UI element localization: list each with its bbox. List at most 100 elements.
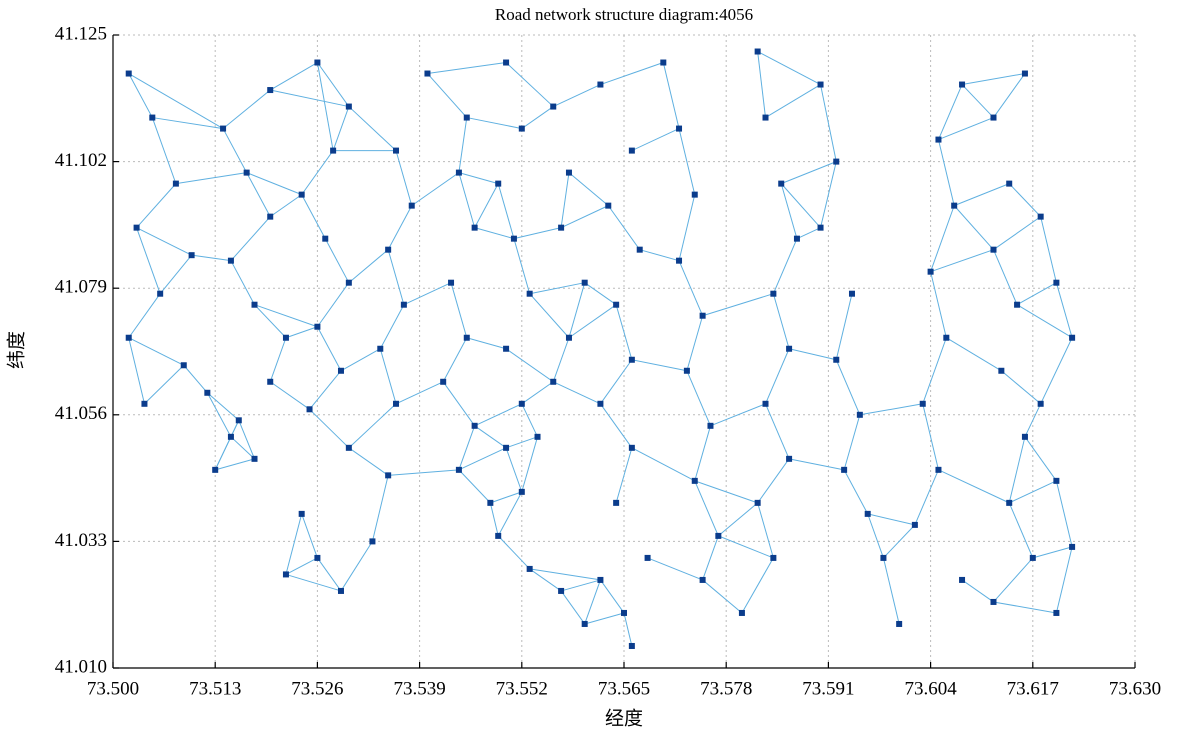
y-tick-label: 41.033 [55,530,107,551]
road-edge [631,447,695,482]
road-edge [316,326,342,372]
axes: 73.500 73.513 73.526 73.539 73.552 73.565 73.5… [55,23,1161,699]
road-node [188,252,195,259]
road-node [636,246,643,253]
road-node [518,400,525,407]
road-edge [270,89,349,108]
road-edge [403,282,452,306]
road-edge [1024,403,1042,438]
road-edge [772,238,798,294]
road-node [550,378,557,385]
road-edge [128,293,161,339]
road-node [243,169,250,176]
road-node [267,87,274,94]
road-edge [458,425,476,471]
road-edge [607,205,641,250]
road-node [833,356,840,363]
road-node [691,191,698,198]
road-edge [796,227,821,240]
road-edge [497,183,515,239]
road-node [204,389,211,396]
road-node [314,554,321,561]
road-edge [718,535,774,559]
road-edge [765,403,790,460]
road-edge [529,568,601,581]
road-edge [246,172,302,196]
road-node [817,81,824,88]
road-node [959,81,966,88]
road-edge [788,348,837,361]
road-edge [128,73,224,130]
road-node [503,59,510,66]
x-tick-label: 73.591 [802,678,854,699]
road-edge [1024,436,1057,482]
road-node [754,499,761,506]
road-edge [694,480,719,537]
x-tick-label: 73.526 [291,678,343,699]
road-edge [458,172,499,185]
road-edge [678,194,696,261]
road-edge [993,216,1041,251]
road-edge [938,469,1010,504]
road-edge [128,73,153,118]
road-edge [395,150,413,206]
road-edge [136,183,177,228]
road-edge [207,392,240,421]
road-edge [206,392,232,438]
road-edge [946,337,1002,372]
road-node [471,422,478,429]
road-edge [301,194,326,239]
road-edge [938,84,963,140]
grid [112,34,1136,669]
road-edge [450,282,468,338]
road-node [385,246,392,253]
road-node [1053,279,1060,286]
road-edge [867,513,884,559]
road-edge [615,447,633,504]
road-node [369,538,376,545]
road-node [337,587,344,594]
road-edge [151,117,177,184]
road-node [581,620,588,627]
road-node [282,334,289,341]
road-edge [521,106,554,129]
road-node [644,554,651,561]
road-edge [442,381,476,427]
road-node [345,279,352,286]
road-edge [529,293,570,339]
road-node [267,213,274,220]
road-edge [489,502,499,537]
chart-title: Road network structure diagram:4056 [495,5,753,24]
road-node [911,521,918,528]
road-edge [513,227,562,240]
road-node [1053,477,1060,484]
road-edge [340,348,381,372]
road-edge [930,205,955,272]
road-edge [600,403,633,449]
road-node [581,279,588,286]
road-edge [348,249,389,284]
road-edge [230,436,255,460]
road-edge [883,524,916,559]
road-edge [1055,546,1073,614]
road-node [786,455,793,462]
road-node [628,356,635,363]
road-node [314,323,321,330]
road-edge [395,381,444,405]
road-edge [230,260,255,305]
road-edge [222,89,271,129]
road-edge [466,337,507,350]
road-edge [647,557,703,581]
road-edge [757,458,790,504]
road-edge [340,541,373,592]
road-node [691,477,698,484]
road-node [487,499,494,506]
road-edge [694,425,711,481]
road-edge [474,227,515,240]
road-edge [780,183,798,239]
road-node [235,417,242,424]
road-node [990,114,997,121]
road-edge [1040,337,1073,405]
road-edge [678,128,696,195]
road-edge [568,304,617,339]
